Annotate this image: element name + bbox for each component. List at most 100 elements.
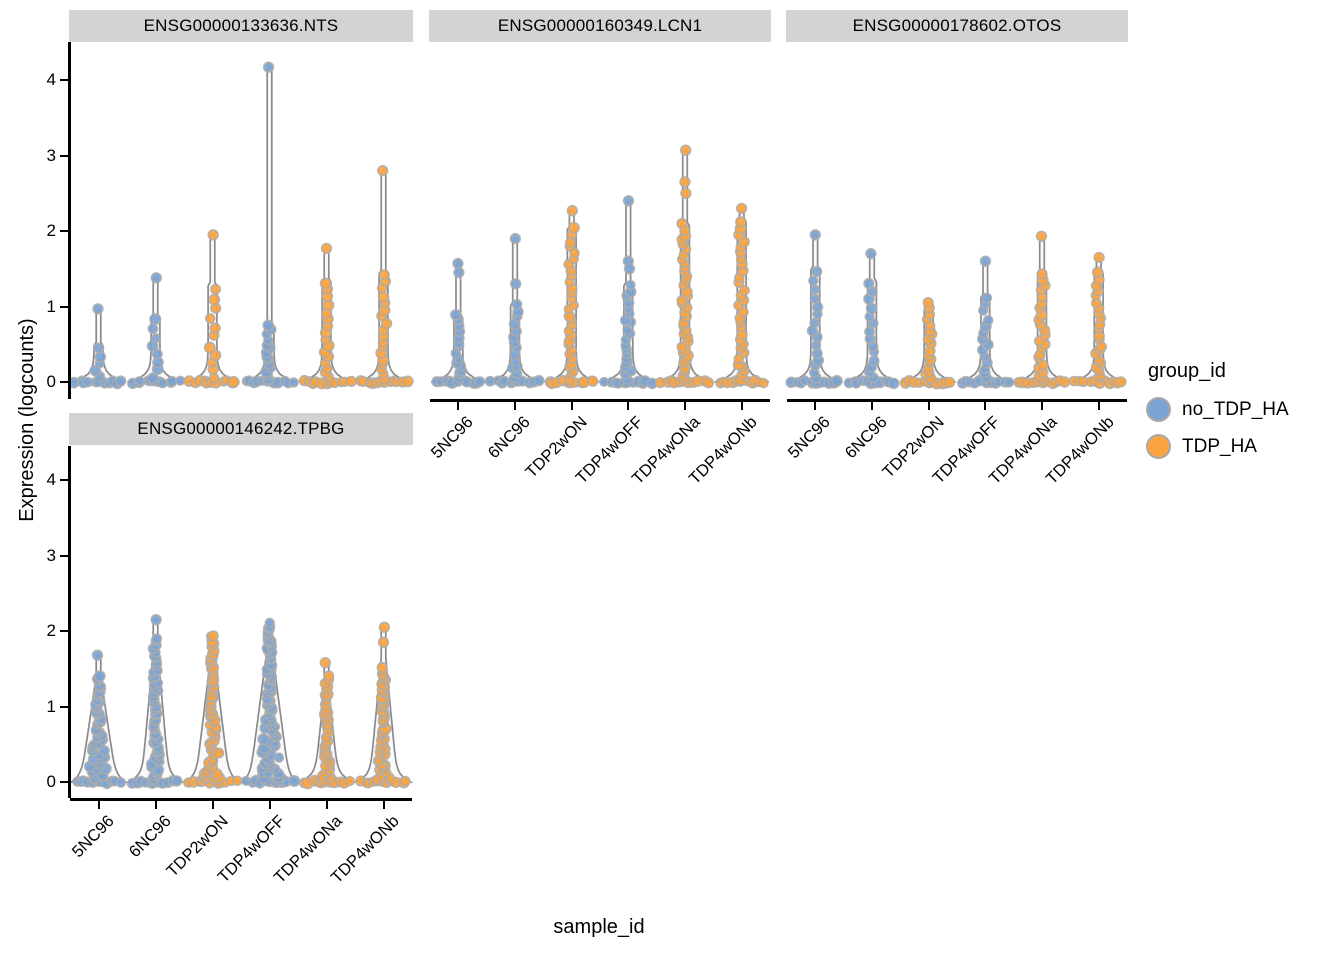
expression-point: [809, 229, 821, 241]
y-axis-tick: [60, 781, 68, 783]
expression-point: [262, 61, 275, 73]
facet-title: ENSG00000133636.NTS: [143, 16, 339, 35]
x-axis-tick: [1097, 401, 1100, 410]
y-axis-tick: [60, 154, 68, 157]
y-axis-tick: [60, 705, 68, 708]
expression-point: [147, 372, 159, 385]
y-axis-tick-label: 2: [46, 621, 56, 640]
legend-swatch-tdp-ha-icon: [1146, 434, 1171, 459]
expression-point: [210, 283, 222, 295]
x-axis-line: [430, 399, 770, 402]
expression-point: [288, 774, 301, 787]
legend-item-no-tdp-ha: no_TDP_HA: [1146, 391, 1289, 428]
expression-point: [150, 614, 162, 626]
expression-point: [204, 313, 216, 324]
x-axis-tick: [871, 401, 873, 410]
expression-point: [319, 657, 332, 669]
expression-point: [323, 670, 335, 682]
expression-point: [809, 293, 820, 304]
expression-point: [509, 278, 522, 290]
expression-point: [865, 302, 878, 315]
expression-point: [378, 621, 391, 633]
expression-point: [865, 248, 877, 260]
y-axis-tick: [60, 305, 68, 308]
y-axis-tick: [60, 381, 68, 383]
y-axis-tick: [60, 630, 68, 632]
expression-point: [887, 377, 900, 390]
x-axis-tick: [154, 800, 157, 809]
y-axis-tick-label: 3: [46, 545, 56, 565]
facet-strip: ENSG00000146242.TPBG: [69, 413, 413, 445]
expression-point: [377, 636, 390, 649]
expression-point: [401, 375, 414, 388]
facet-panel: [431, 144, 769, 390]
expression-point: [115, 777, 127, 788]
facet-strip: ENSG00000178602.OTOS: [786, 10, 1128, 42]
y-axis-tick-label: 1: [46, 696, 56, 716]
y-axis-line: [68, 446, 71, 798]
expression-point: [377, 291, 390, 303]
x-axis-tick: [382, 800, 385, 809]
expression-point: [1058, 376, 1071, 388]
expression-point: [1003, 376, 1015, 388]
x-axis-tick: [570, 401, 573, 410]
y-axis-tick-label: 3: [46, 145, 56, 165]
y-axis-tick-label: 4: [46, 470, 56, 489]
expression-point: [809, 317, 821, 329]
expression-point: [93, 670, 106, 682]
expression-point: [449, 308, 462, 321]
facet-strip: ENSG00000133636.NTS: [69, 10, 413, 42]
expression-point: [257, 733, 270, 746]
expression-point: [150, 333, 162, 344]
expression-point: [151, 633, 163, 645]
expression-point: [175, 375, 186, 386]
x-axis-tick: [325, 800, 328, 809]
expression-point: [811, 265, 823, 278]
expression-point: [625, 279, 636, 290]
legend-item-tdp-ha: TDP_HA: [1146, 428, 1289, 465]
expression-point: [262, 319, 274, 332]
facet-panel: [785, 229, 1127, 390]
expression-point: [808, 275, 819, 286]
x-axis-title: sample_id: [553, 916, 645, 938]
x-axis-tick: [740, 401, 743, 410]
y-axis-tick: [60, 230, 68, 232]
x-axis-tick: [627, 401, 630, 410]
y-axis-line: [68, 42, 71, 399]
expression-point: [1093, 251, 1105, 264]
legend-title: group_id: [1148, 360, 1226, 382]
expression-point: [149, 313, 162, 326]
expression-point: [203, 341, 216, 354]
facet-title: ENSG00000178602.OTOS: [852, 16, 1062, 35]
facet-panel: [67, 61, 414, 390]
facet-strip: ENSG00000160349.LCN1: [429, 10, 771, 42]
expression-point: [319, 277, 332, 290]
expression-point: [679, 176, 691, 188]
expression-point: [868, 355, 880, 367]
expression-point: [623, 263, 636, 275]
expression-point: [209, 322, 221, 334]
expression-point: [587, 375, 599, 387]
x-axis-tick: [927, 401, 930, 410]
expression-point: [453, 266, 465, 279]
x-axis-line: [70, 798, 412, 801]
expression-point: [150, 272, 163, 284]
expression-point: [982, 314, 994, 326]
expression-point: [232, 775, 243, 787]
x-axis-tick: [984, 401, 987, 410]
expression-point: [567, 221, 580, 234]
expression-point: [702, 377, 715, 389]
expression-point: [320, 242, 333, 255]
expression-point: [147, 323, 159, 335]
y-axis-tick-label: 0: [46, 772, 56, 791]
x-axis-tick: [97, 800, 100, 809]
expression-point: [400, 775, 411, 787]
expression-point: [739, 284, 750, 296]
expression-point: [622, 195, 635, 207]
y-axis-tick-label: 4: [46, 70, 56, 89]
expression-point: [809, 284, 821, 295]
expression-point: [1036, 268, 1048, 280]
expression-point: [1035, 230, 1048, 243]
legend: group_id no_TDP_HA TDP_HA: [1146, 360, 1289, 465]
